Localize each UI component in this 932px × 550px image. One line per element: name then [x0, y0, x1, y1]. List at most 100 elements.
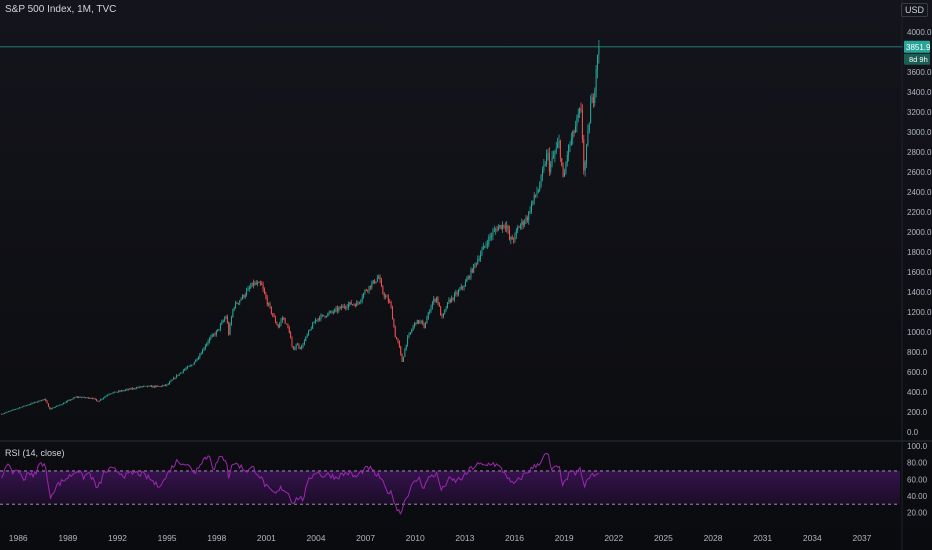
candle — [440, 306, 442, 316]
candle — [295, 344, 297, 349]
candle — [91, 398, 93, 400]
candle — [308, 330, 310, 335]
candle — [357, 302, 359, 304]
candle — [72, 397, 74, 400]
candle — [202, 349, 204, 354]
candle — [475, 263, 477, 265]
candle — [74, 397, 76, 399]
candle — [177, 375, 179, 377]
candle — [195, 359, 197, 363]
candle — [408, 334, 410, 338]
candle — [503, 224, 505, 227]
candle — [334, 309, 336, 313]
candle — [17, 408, 19, 409]
candle — [368, 285, 370, 291]
candle — [269, 303, 271, 307]
candle — [353, 304, 355, 306]
candle — [23, 405, 25, 407]
candle — [437, 297, 439, 304]
rsi-pane[interactable] — [0, 452, 900, 515]
candle — [108, 394, 110, 395]
candle — [401, 354, 403, 362]
candle — [469, 276, 471, 278]
rsi-band — [0, 470, 900, 505]
candle — [71, 399, 73, 401]
candle — [331, 311, 333, 313]
rsi-tick-label: 80.00 — [907, 459, 928, 468]
price-tick-label: 3200.0 — [907, 108, 932, 117]
candle — [480, 254, 482, 260]
price-tick-label: 1400.0 — [907, 288, 932, 297]
candle — [391, 307, 393, 320]
date-tick-label: 2001 — [257, 533, 276, 543]
candle — [280, 320, 282, 324]
candle — [65, 401, 67, 403]
candle — [367, 290, 369, 292]
candle — [566, 154, 568, 164]
candle — [20, 407, 22, 409]
candle — [199, 354, 201, 358]
candle — [345, 307, 347, 309]
candle — [141, 386, 143, 388]
candle — [492, 231, 494, 236]
candle — [521, 221, 523, 226]
candle — [588, 123, 590, 131]
candle — [89, 398, 91, 399]
candle — [5, 412, 7, 414]
candle — [268, 303, 270, 305]
candle — [28, 404, 30, 406]
candle — [573, 131, 575, 133]
price-tick-label: 1000.0 — [907, 328, 932, 337]
candle — [405, 344, 407, 350]
rsi-title[interactable]: RSI (14, close) — [5, 448, 65, 458]
currency-button[interactable]: USD — [900, 3, 928, 17]
candle — [493, 230, 495, 232]
candle — [343, 306, 345, 308]
candle — [550, 163, 552, 172]
date-tick-label: 2025 — [654, 533, 673, 543]
candle — [491, 235, 493, 237]
candle — [522, 221, 524, 225]
candle — [386, 296, 388, 298]
symbol-title[interactable]: S&P 500 Index, 1M, TVC — [5, 4, 117, 15]
candle — [270, 306, 272, 314]
date-tick-label: 2028 — [704, 533, 723, 543]
candle — [35, 401, 37, 403]
candle — [273, 315, 275, 318]
candle — [303, 340, 305, 345]
candle — [14, 409, 16, 410]
candle — [265, 293, 267, 298]
candle — [543, 164, 545, 171]
candle — [251, 282, 253, 287]
price-tick-label: 1200.0 — [907, 308, 932, 317]
candle — [100, 399, 102, 401]
candle — [277, 325, 279, 327]
candle — [581, 110, 583, 140]
date-tick-label: 2034 — [803, 533, 822, 543]
price-tick-label: 600.0 — [907, 368, 928, 377]
candle — [167, 383, 169, 385]
candle — [60, 404, 62, 406]
date-tick-label: 1998 — [207, 533, 226, 543]
last-price-badge[interactable] — [904, 40, 930, 53]
candle — [513, 239, 515, 241]
candle — [488, 236, 490, 245]
candle — [239, 300, 241, 303]
candle — [383, 293, 385, 297]
candle — [1, 414, 3, 415]
candle — [474, 263, 476, 265]
candle — [80, 397, 82, 399]
candle — [404, 349, 406, 357]
candle — [287, 323, 289, 328]
candle — [369, 285, 371, 288]
candle — [203, 348, 205, 350]
candle — [507, 225, 509, 231]
candle — [233, 307, 235, 310]
candle — [336, 308, 338, 311]
candle — [298, 344, 300, 348]
candle — [42, 399, 44, 401]
date-tick-label: 1986 — [9, 533, 28, 543]
price-pane[interactable] — [0, 39, 903, 415]
